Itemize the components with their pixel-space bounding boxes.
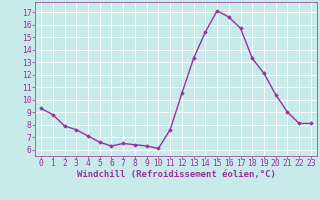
- X-axis label: Windchill (Refroidissement éolien,°C): Windchill (Refroidissement éolien,°C): [76, 170, 276, 179]
